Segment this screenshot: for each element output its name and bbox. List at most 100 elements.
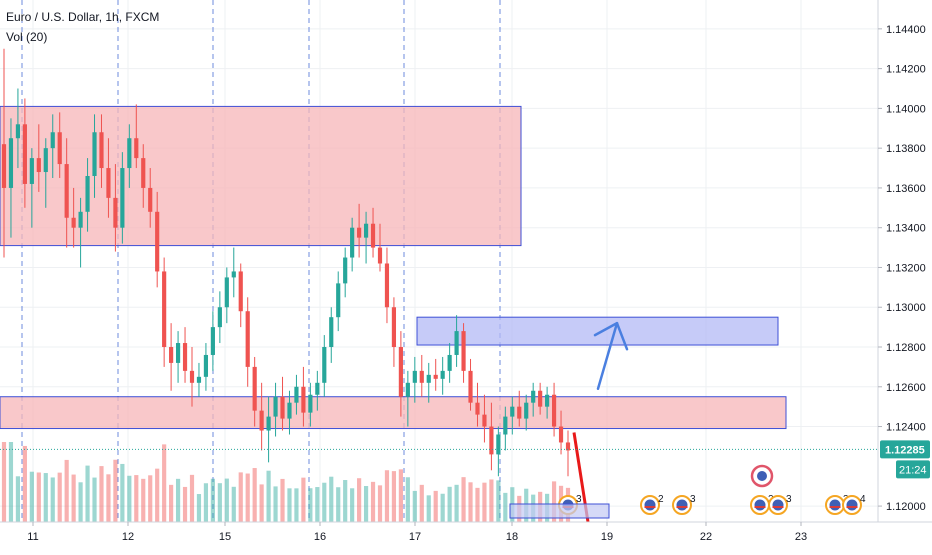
candle-body	[496, 434, 501, 455]
event-marker[interactable]: 3	[672, 494, 696, 515]
volume-bar	[266, 470, 271, 522]
price-tick-label: 1.12000	[886, 501, 926, 513]
candle-body	[238, 271, 243, 312]
candle-body	[517, 406, 522, 419]
event-marker[interactable]: 3	[768, 494, 792, 515]
event-count: 3	[786, 494, 792, 505]
candle-body	[231, 271, 236, 278]
candle-body	[29, 158, 34, 184]
volume-bar	[162, 444, 167, 522]
candle-body	[259, 410, 264, 431]
volume-bar	[496, 480, 501, 522]
candle-body	[57, 132, 62, 165]
volume-bars	[1, 442, 571, 522]
volume-bar	[1, 442, 7, 522]
candle-body	[169, 347, 174, 363]
volume-bar	[280, 478, 285, 522]
candle-body	[503, 416, 508, 435]
volume-bar	[182, 486, 188, 522]
candle-body	[391, 307, 397, 348]
candle-body	[475, 402, 480, 415]
candle-body	[203, 354, 209, 377]
event-marker[interactable]: 4	[842, 494, 866, 515]
price-tick-label: 1.14000	[886, 103, 926, 115]
volume-bar	[134, 475, 139, 522]
volume-bar	[468, 482, 473, 522]
candle-body	[196, 376, 202, 383]
candle-body	[1, 144, 7, 188]
candle-body	[36, 158, 41, 173]
volume-bar	[203, 483, 209, 522]
volume-bar	[127, 475, 132, 522]
price-tick-label: 1.13400	[886, 223, 926, 235]
volume-bar	[308, 488, 313, 522]
blue-zone	[416, 316, 779, 346]
flag-emblem-icon	[676, 499, 688, 511]
volume-indicator-label: Vol (20)	[6, 30, 48, 44]
candle-body	[551, 394, 557, 427]
candle-body	[182, 343, 188, 371]
candle-body	[558, 426, 564, 443]
red-zone	[0, 105, 522, 247]
volume-bar	[329, 476, 334, 522]
flag-stripe-icon	[644, 506, 656, 508]
candle-body	[64, 164, 69, 218]
candle-body	[78, 211, 83, 228]
candle-body	[273, 396, 278, 417]
volume-bar	[454, 484, 459, 522]
candle-body	[461, 331, 466, 371]
symbol-title: Euro / U.S. Dollar, 1h, FXCM	[6, 10, 160, 24]
candle-body	[8, 138, 14, 188]
volume-bar	[482, 482, 487, 522]
blue-arrow-head	[593, 321, 629, 351]
event-count: 4	[860, 494, 866, 505]
candle-body	[71, 217, 76, 228]
candle-body	[412, 370, 417, 383]
volume-bar	[357, 478, 362, 522]
volume-bar	[391, 471, 397, 522]
volume-bar	[322, 482, 327, 522]
candle-body	[22, 124, 27, 184]
time-axis[interactable]: 11 12 15 16 17 18 19 22 23	[0, 521, 932, 550]
volume-bar	[175, 478, 181, 522]
candle-body	[531, 390, 536, 403]
flag-stripe-icon	[772, 506, 784, 508]
volume-bar	[231, 486, 236, 522]
flag-stripe-icon	[829, 506, 841, 508]
volume-bar	[551, 481, 557, 522]
volume-bar	[189, 474, 195, 522]
flag-emblem-icon	[829, 499, 841, 511]
volume-bar	[440, 493, 445, 522]
candle-body	[433, 374, 438, 379]
price-tick-label: 1.13000	[886, 302, 926, 314]
volume-bar	[71, 474, 76, 522]
flag-stripe-icon	[676, 506, 688, 508]
volume-bar	[412, 490, 417, 522]
candle-body	[175, 343, 181, 363]
candle-body	[447, 354, 452, 371]
time-tick-label: 11	[27, 531, 38, 543]
volume-bar	[210, 478, 215, 522]
volume-bar	[64, 459, 69, 522]
event-marker[interactable]: 2	[640, 494, 664, 515]
candle-body	[189, 370, 195, 383]
volume-bar	[315, 487, 320, 522]
candle-body	[538, 390, 543, 407]
candle-body	[217, 307, 222, 328]
event-marker-highlight[interactable]	[750, 464, 774, 488]
candle-body	[162, 271, 167, 348]
candle-body	[210, 327, 215, 355]
candle-body	[419, 370, 424, 383]
volume-bar	[141, 478, 146, 522]
candle-body	[377, 247, 383, 264]
price-tick-label: 1.12800	[886, 342, 926, 354]
time-tick-label: 19	[601, 531, 613, 543]
time-tick-label: 12	[122, 531, 134, 543]
volume-bar	[99, 466, 104, 522]
candle-body	[510, 406, 515, 417]
volume-bar	[120, 463, 125, 522]
